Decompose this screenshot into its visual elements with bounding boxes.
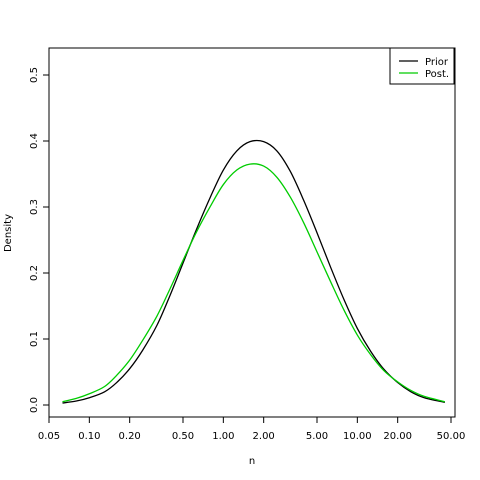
x-tick-label: 10.00 [343,431,372,442]
plot-frame [48,47,456,418]
y-tick-label: 0.2 [29,265,40,281]
x-tick-label: 0.05 [38,431,60,442]
series-line-prior [62,139,446,404]
y-axis-title: Density [3,214,14,252]
x-tick-label: 1.00 [212,431,234,442]
series-line-post [62,163,446,403]
x-axis: 0.05 0.10 0.20 0.50 1.00 2.00 5.00 10.00 20.00 50… [38,417,465,442]
series-layer [62,139,446,404]
legend-box [389,47,455,85]
y-tick-label: 0.3 [29,199,40,215]
x-tick-label: 2.00 [253,431,275,442]
x-tick-label: 50.00 [437,431,466,442]
x-tick-label: 0.50 [172,431,194,442]
y-tick-label: 0.5 [29,67,40,83]
y-tick-label: 0.4 [29,133,40,149]
y-axis: 0.0 0.1 0.2 0.3 0.4 0.5 [29,67,49,413]
x-tick-label: 5.00 [306,431,328,442]
x-tick-label: 20.00 [383,431,412,442]
y-tick-label: 0.1 [29,331,40,347]
x-tick-label: 0.20 [119,431,141,442]
x-tick-label: 0.10 [78,431,100,442]
legend-label: Post. [425,69,449,80]
x-axis-title: n [249,456,255,467]
legend-label: Prior [425,57,449,68]
y-tick-label: 0.0 [29,397,40,413]
